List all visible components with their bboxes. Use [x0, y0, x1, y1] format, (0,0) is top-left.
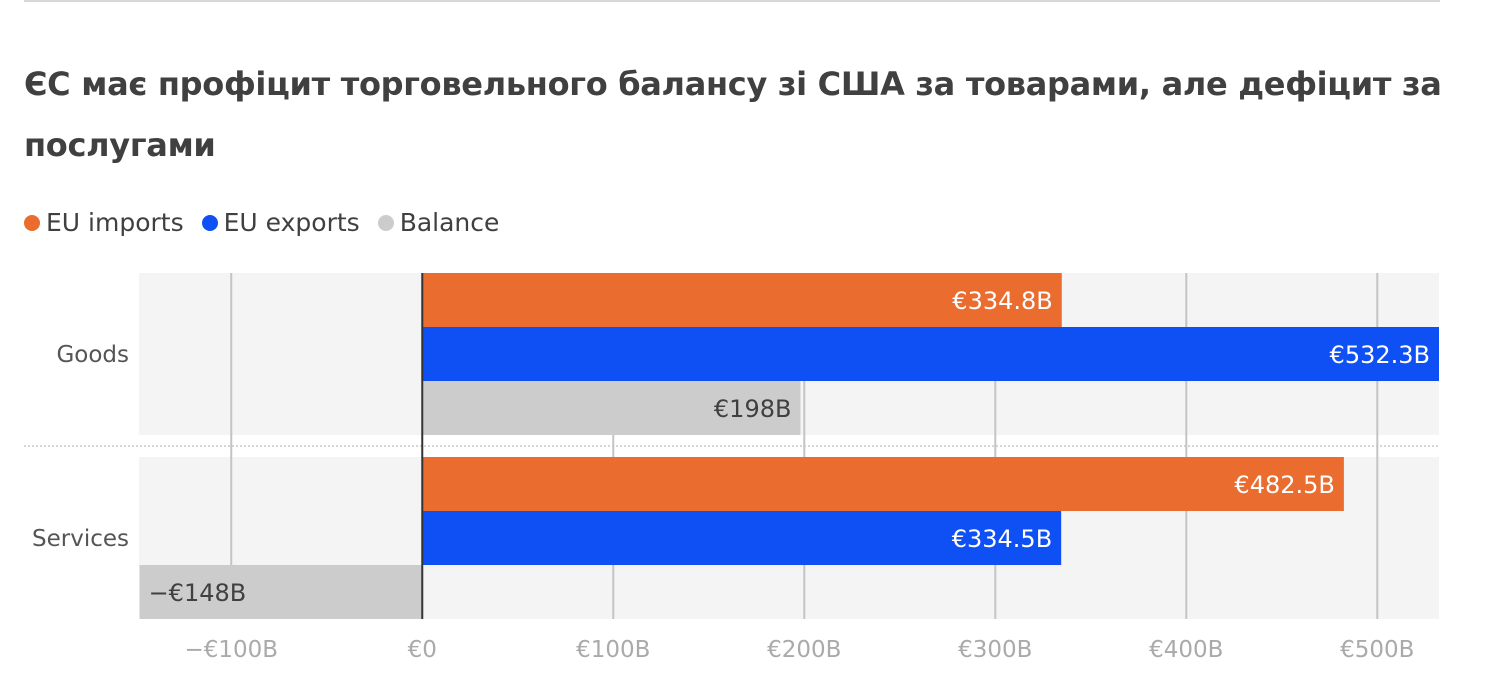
x-tick-label: −€100B: [184, 637, 278, 663]
category-label: Goods: [56, 342, 129, 368]
x-tick-label: €300B: [958, 637, 1032, 663]
legend-item-exports: EU exports: [201, 208, 360, 237]
legend-dot-icon: [24, 214, 40, 231]
data-label: €532.3B: [1330, 341, 1430, 369]
legend-label: Balance: [399, 208, 500, 237]
legend-label: EU imports: [46, 208, 184, 237]
legend-dot-icon: [377, 214, 394, 231]
bar-eu-exports: [422, 327, 1439, 381]
bar-balance: [422, 381, 801, 435]
legend: EU imports EU exports Balance: [24, 208, 499, 237]
category-label: Services: [32, 526, 129, 552]
x-tick-label: €0: [408, 637, 437, 663]
data-label: €198B: [714, 395, 792, 423]
x-tick-label: €500B: [1340, 637, 1414, 663]
x-tick-label: €400B: [1149, 637, 1223, 663]
bar-balance: [139, 565, 423, 619]
legend-item-imports: EU imports: [24, 208, 184, 237]
data-label: −€148B: [149, 579, 247, 607]
x-tick-label: €200B: [767, 637, 841, 663]
bar-eu-exports: [422, 511, 1062, 565]
legend-label: EU exports: [223, 208, 360, 237]
top-divider: [24, 0, 1440, 2]
legend-item-balance: Balance: [377, 208, 500, 237]
legend-dot-icon: [201, 214, 218, 231]
bar-eu-imports: [422, 457, 1344, 511]
x-tick-label: €100B: [576, 637, 650, 663]
data-label: €334.8B: [952, 287, 1052, 315]
data-label: €334.5B: [952, 525, 1052, 553]
bar-eu-imports: [422, 273, 1062, 327]
data-label: €482.5B: [1234, 471, 1334, 499]
chart-title: ЄС має профіцит торговельного балансу зі…: [24, 65, 1442, 164]
